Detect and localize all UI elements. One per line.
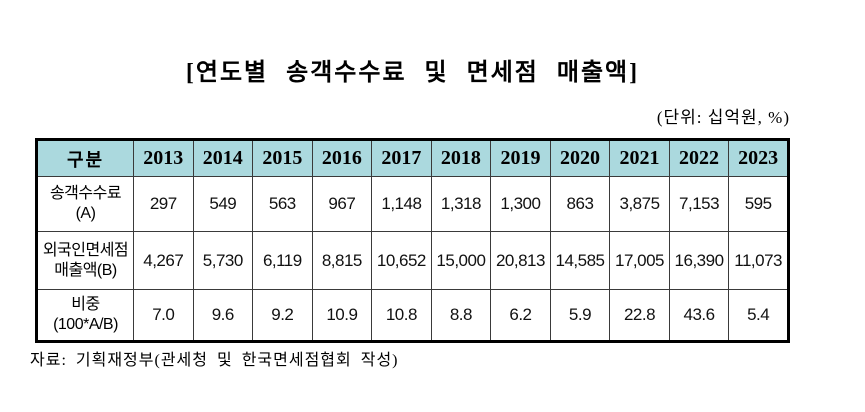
year-header-cell: 2022 [668,139,730,177]
table-row: 외국인면세점 매출액(B) 4,267 5,730 6,119 8,815 10,652 15… [36,231,789,290]
table-cell: 863 [549,176,611,232]
table-cell: 8,815 [311,231,373,290]
table-cell: 563 [252,176,313,232]
year-header-cell: 2013 [133,139,194,177]
table-cell: 1,318 [430,176,492,232]
table-cell: 20,813 [490,231,551,290]
page-title: [연도별 송객수수료 및 면세점 매출액] [185,60,640,86]
row-label: 비중 (100*A/B) [36,289,134,342]
row-label-line: 비중 [71,296,100,313]
table-cell: 7,153 [668,176,730,232]
table-cell: 549 [192,176,254,232]
year-header-cell: 2015 [252,139,313,177]
year-header-cell: 2019 [490,139,551,177]
table-cell: 22.8 [609,289,670,342]
table-cell: 3,875 [609,176,670,232]
year-header-cell: 2018 [430,139,492,177]
table-cell: 967 [311,176,373,232]
table-cell: 16,390 [668,231,730,290]
row-label: 송객수수료 (A) [36,176,134,232]
year-header-cell: 2014 [192,139,254,177]
table-cell: 5.9 [549,289,611,342]
table-cell: 10.9 [311,289,373,342]
table-cell: 6.2 [490,289,551,342]
table-cell: 9.6 [192,289,254,342]
table-cell: 297 [133,176,194,232]
row-label-line: 외국인면세점 [42,241,129,259]
table-cell: 4,267 [133,231,194,290]
table-cell: 8.8 [430,289,492,342]
table-cell: 10.8 [371,289,432,342]
table-body: 송객수수료 (A) 297 549 563 967 1,148 1,318 1,300 863 3,… [36,176,789,342]
year-header-cell: 2020 [549,139,611,177]
year-header-cell: 2023 [728,139,789,177]
yearly-fees-sales-table: 구분 2013 2014 2015 2016 2017 2018 2019 2020 2021 2… [35,138,790,343]
year-header-cell: 2016 [311,139,373,177]
row-label-line: (100*A/B) [53,316,118,333]
year-header-cell: 2021 [609,139,670,177]
table-cell: 7.0 [133,289,194,342]
table-cell: 1,148 [371,176,432,232]
table-cell: 5.4 [728,289,789,342]
row-label-line: 매출액(B) [54,261,117,279]
table-cell: 11,073 [728,231,789,290]
table-cell: 1,300 [490,176,551,232]
table-header-row: 구분 2013 2014 2015 2016 2017 2018 2019 2020 2021 2… [36,139,789,177]
table-cell: 9.2 [252,289,313,342]
source-note: 자료: 기획재정부(관세청 및 한국면세점협회 작성) [30,352,399,369]
table-cell: 43.6 [668,289,730,342]
table-row: 비중 (100*A/B) 7.0 9.6 9.2 10.9 10.8 8.8 6.2 5.9 22.… [36,289,789,342]
table-cell: 5,730 [192,231,254,290]
corner-header-cell: 구분 [36,139,134,177]
year-header-cell: 2017 [371,139,432,177]
table-cell: 10,652 [371,231,432,290]
row-label-line: 송객수수료 [49,185,122,202]
unit-note: (단위: 십억원, %) [656,108,790,127]
table-cell: 6,119 [252,231,313,290]
table-cell: 595 [728,176,789,232]
row-label-line: (A) [75,205,96,222]
table-cell: 14,585 [549,231,611,290]
table-cell: 15,000 [430,231,492,290]
table-row: 송객수수료 (A) 297 549 563 967 1,148 1,318 1,300 863 3,… [36,176,789,232]
table-cell: 17,005 [609,231,670,290]
